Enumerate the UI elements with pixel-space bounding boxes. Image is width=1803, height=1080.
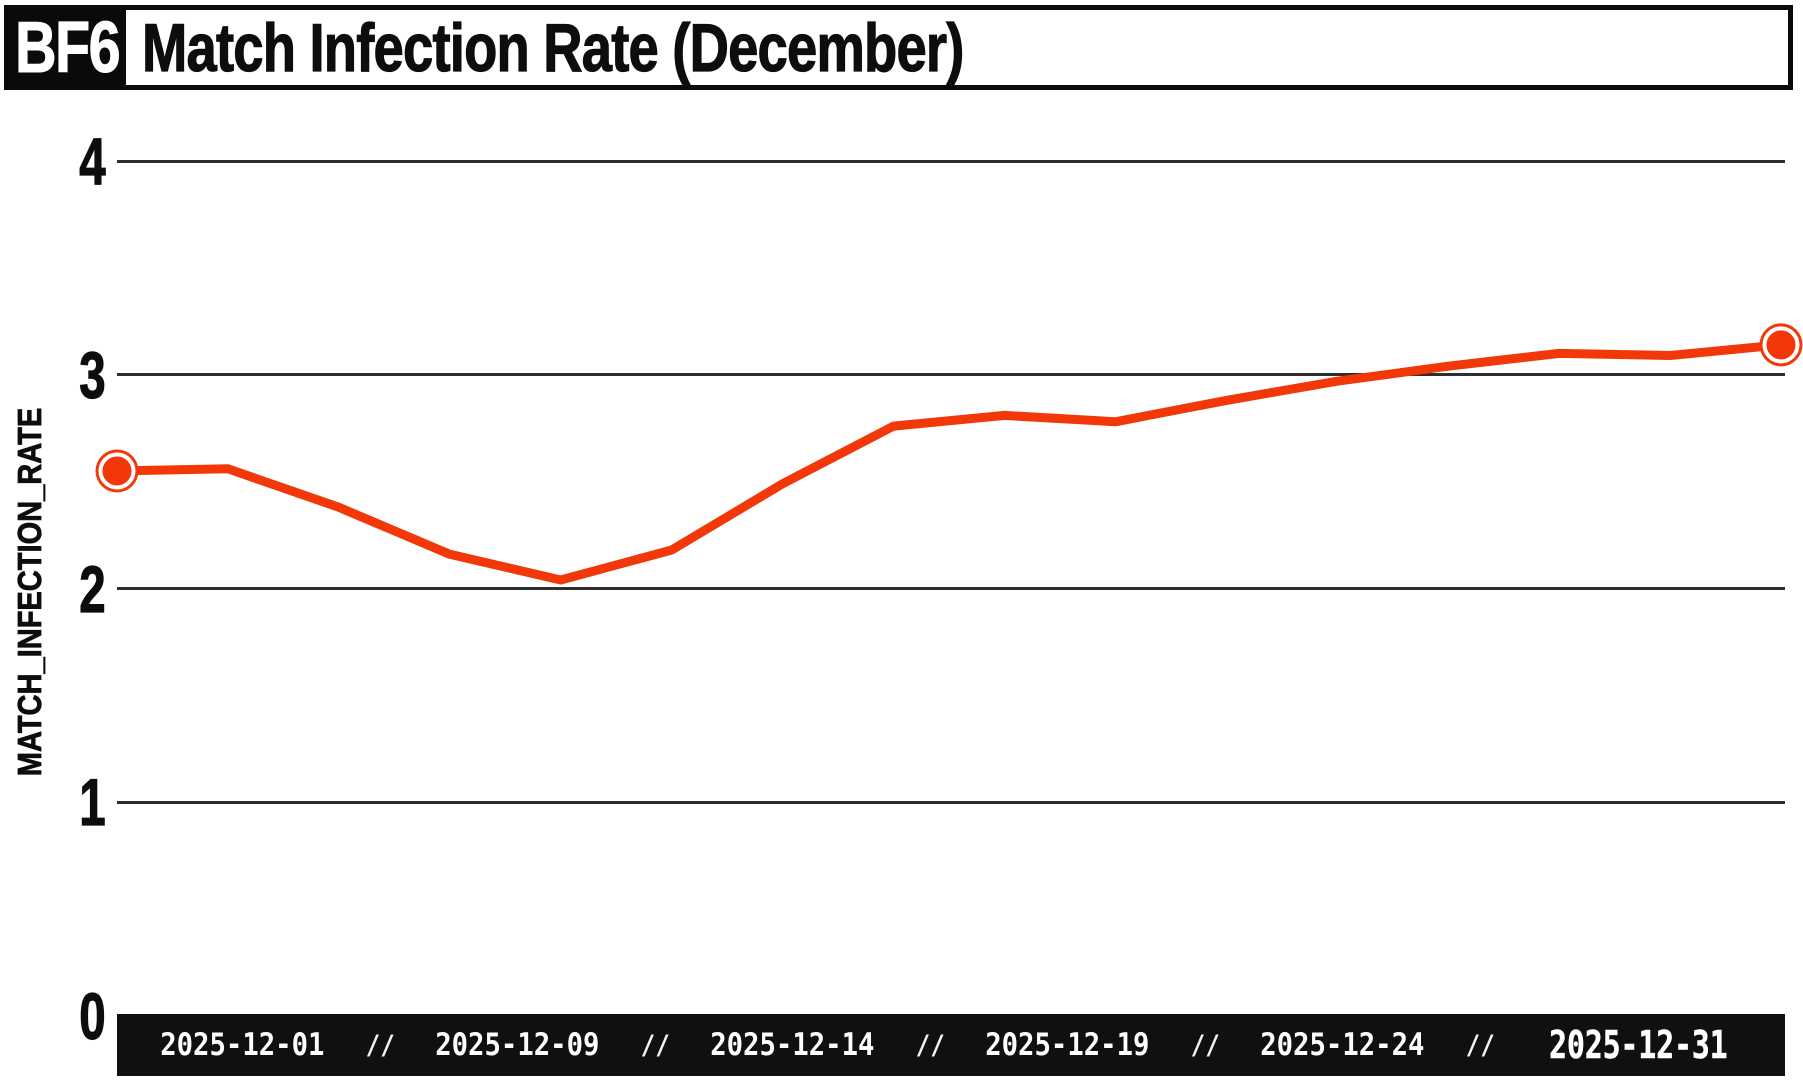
y-tick-label-4: 4 (0, 124, 106, 198)
brand-badge-label: BF6 (15, 7, 121, 88)
date-separator: // (640, 1029, 670, 1061)
endpoint-marker-end (1759, 323, 1803, 367)
infection-rate-line (112, 340, 1786, 585)
gridline-y-1 (117, 800, 1785, 804)
y-tick-label-3: 3 (0, 337, 106, 412)
x-axis-date: 2025-12-24 (1260, 1027, 1425, 1063)
endpoint-marker-start (95, 449, 139, 493)
x-axis-date: 2025-12-01 (160, 1027, 325, 1063)
y-tick-value: 4 (79, 124, 106, 198)
date-separator: // (1190, 1029, 1220, 1061)
page-title: Match Infection Rate (December) (142, 10, 965, 85)
date-separator: // (365, 1029, 395, 1061)
y-tick-label-1: 1 (0, 765, 106, 840)
y-tick-label-2: 2 (0, 551, 106, 626)
y-tick-value: 1 (79, 765, 106, 840)
x-axis-date: 2025-12-09 (435, 1027, 600, 1063)
y-tick-label-0: 0 (0, 979, 106, 1053)
x-axis-date-current: 2025-12-31 (1549, 1023, 1728, 1068)
gridline-y-3 (117, 373, 1785, 377)
y-tick-value: 3 (79, 337, 106, 412)
date-separator: // (915, 1029, 945, 1061)
brand-badge: BF6 (9, 7, 126, 88)
x-axis-date: 2025-12-19 (985, 1027, 1150, 1063)
x-axis-bar: 2025-12-01 // 2025-12-09 // 2025-12-14 // 2025… (117, 1014, 1785, 1076)
title-wrap: Match Infection Rate (December) (126, 10, 1169, 85)
x-axis-date: 2025-12-14 (710, 1027, 875, 1063)
gridline-y-4 (117, 159, 1785, 163)
date-separator: // (1465, 1029, 1495, 1061)
header: BF6 Match Infection Rate (December) (4, 5, 1793, 90)
gridline-y-2 (117, 587, 1785, 590)
y-tick-value: 2 (79, 551, 106, 626)
marker-ring (1762, 326, 1800, 364)
marker-ring (98, 452, 136, 490)
y-tick-value: 0 (79, 979, 106, 1053)
